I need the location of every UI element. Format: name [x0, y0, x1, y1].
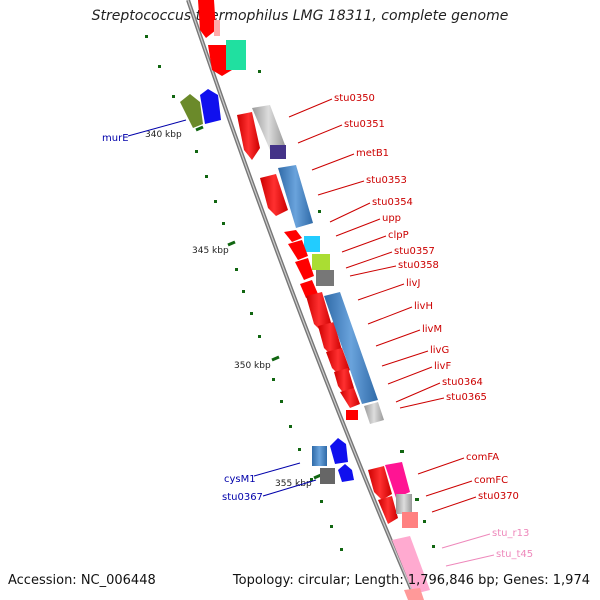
gene-label-stu0357[interactable]: stu0357: [394, 246, 435, 257]
leader-line: [345, 251, 393, 269]
leader-line: [395, 382, 441, 403]
gene-label-stu0353[interactable]: stu0353: [366, 175, 407, 186]
leader-line: [357, 283, 405, 301]
gene-label-stu0370[interactable]: stu0370: [478, 491, 519, 502]
cysM1-feature[interactable]: [312, 438, 348, 466]
gene-label-comfa[interactable]: comFA: [466, 452, 499, 463]
leader-line: [262, 479, 317, 497]
stu0367-feature[interactable]: [320, 464, 354, 484]
tick-mark: [313, 473, 322, 480]
gene-label-stu_r13[interactable]: stu_r13: [492, 528, 529, 539]
gene-label-cysm1[interactable]: cysM1: [224, 474, 256, 485]
leader-line: [441, 533, 491, 549]
leader-line: [425, 480, 473, 497]
left-gene-labels: murE cysM1 stu0367: [102, 119, 317, 503]
leader-line: [335, 218, 381, 237]
gene-label-livf[interactable]: livF: [434, 361, 451, 372]
gene-label-livh[interactable]: livH: [414, 301, 433, 312]
leader-line: [317, 180, 365, 196]
tick-mark: [271, 355, 280, 362]
accession-text: Accession: NC_006448: [8, 573, 156, 588]
leader-line: [375, 329, 421, 347]
leader-line: [311, 153, 355, 171]
tick-mark: [227, 240, 236, 247]
leader-line: [297, 124, 343, 144]
gene-label-stu_t45[interactable]: stu_t45: [496, 549, 533, 560]
genome-backbone-highlight: [187, 0, 417, 600]
tick-label: 355 kbp: [275, 479, 312, 489]
gene-label-stu0358[interactable]: stu0358: [398, 260, 439, 271]
gene-label-mure[interactable]: murE: [102, 133, 129, 144]
leader-line: [349, 265, 397, 277]
leader-line: [367, 306, 413, 325]
gene-label-stu0364[interactable]: stu0364: [442, 377, 483, 388]
gene-label-livg[interactable]: livG: [430, 345, 449, 356]
leader-line: [253, 462, 301, 477]
guide-dots-left: [145, 35, 343, 551]
leader-line: [381, 350, 429, 367]
genome-backbone: [186, 0, 418, 600]
gene-label-metb1[interactable]: metB1: [356, 148, 389, 159]
leader-line: [431, 496, 477, 513]
genome-stats-text: Topology: circular; Length: 1,796,846 bp…: [232, 573, 590, 588]
gene-label-comfc[interactable]: comFC: [474, 475, 508, 486]
tick-label: 340 kbp: [145, 130, 182, 140]
leader-line: [341, 235, 387, 253]
guide-dots-right: [258, 70, 435, 548]
leader-line: [445, 554, 495, 567]
gene-label-stu0350[interactable]: stu0350: [334, 93, 375, 104]
gene-label-livm[interactable]: livM: [422, 324, 442, 335]
left-features: [180, 89, 354, 484]
murE-feature[interactable]: [180, 89, 221, 128]
tick-mark: [195, 125, 204, 132]
gene-label-stu0365[interactable]: stu0365: [446, 392, 487, 403]
right-features: [198, 0, 430, 600]
leader-line: [387, 366, 433, 385]
gene-label-upp[interactable]: upp: [382, 213, 401, 224]
gene-label-stu0367[interactable]: stu0367: [222, 492, 263, 503]
gene-label-livj[interactable]: livJ: [406, 278, 420, 289]
gene-label-stu0354[interactable]: stu0354: [372, 197, 413, 208]
leader-line: [417, 457, 465, 475]
leader-line: [127, 119, 187, 137]
scale-ticks: 340 kbp 345 kbp 350 kbp 355 kbp: [145, 125, 322, 489]
gene-label-stu0351[interactable]: stu0351: [344, 119, 385, 130]
gene-label-clpp[interactable]: clpP: [388, 230, 409, 241]
tick-label: 350 kbp: [234, 361, 271, 371]
leader-line: [329, 202, 371, 223]
leader-line: [399, 397, 445, 409]
right-gene-labels: stu0350 stu0351 metB1 stu0353 stu0354 upp clpP…: [288, 93, 533, 567]
tick-label: 345 kbp: [192, 246, 229, 256]
leader-line: [288, 98, 333, 118]
